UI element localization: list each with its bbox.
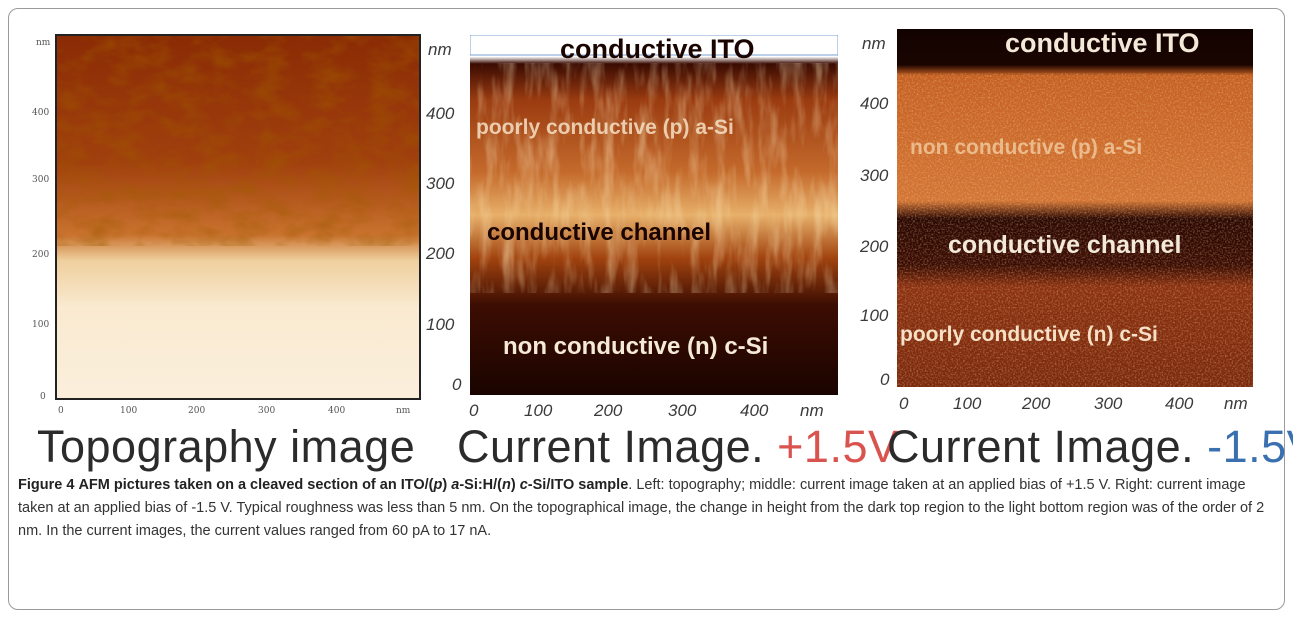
- current-negative-label: Current Image. -1.5V: [887, 421, 1293, 473]
- current-negative-label-prefix: Current Image.: [887, 421, 1208, 472]
- caption-figure-label: Figure 4: [18, 477, 75, 493]
- caption-title-p: p: [433, 477, 443, 493]
- caption-title-part4: ): [510, 477, 520, 493]
- pos-region-n-layer: non conductive (n) c-Si: [503, 333, 769, 360]
- figure-caption: Figure 4 AFM pictures taken on a cleaved…: [18, 474, 1273, 543]
- pos-y-tick-0: 0: [452, 375, 462, 394]
- pos-x-tick-nm: nm: [800, 401, 824, 420]
- neg-y-tick-nm: nm: [862, 34, 886, 53]
- pos-x-tick-100: 100: [524, 401, 553, 420]
- caption-title-part3: -Si:H/(: [459, 477, 502, 493]
- topo-x-tick-300: 300: [258, 406, 276, 416]
- caption-title-c: c: [519, 477, 528, 493]
- pos-region-p-layer: poorly conductive (p) a-Si: [476, 116, 734, 139]
- caption-title-part1: AFM pictures taken on a cleaved section …: [78, 477, 434, 493]
- neg-x-tick-nm: nm: [1224, 394, 1248, 413]
- pos-y-tick-200: 200: [426, 244, 455, 263]
- pos-x-tick-200: 200: [594, 401, 623, 420]
- pos-y-tick-400: 400: [426, 104, 455, 123]
- pos-region-channel: conductive channel: [487, 219, 712, 246]
- neg-x-tick-400: 400: [1165, 394, 1194, 413]
- topo-x-tick-100: 100: [120, 406, 138, 416]
- neg-x-tick-0: 0: [899, 394, 909, 413]
- pos-x-tick-400: 400: [740, 401, 769, 420]
- neg-region-n-layer: poorly conductive (n) c-Si: [900, 323, 1158, 346]
- neg-x-tick-200: 200: [1022, 394, 1051, 413]
- neg-x-tick-100: 100: [953, 394, 982, 413]
- topo-x-tick-200: 200: [188, 406, 206, 416]
- caption-title: AFM pictures taken on a cleaved section …: [78, 477, 628, 493]
- neg-y-tick-300: 300: [860, 166, 889, 185]
- caption-title-part5: -Si/ITO sample: [527, 477, 629, 493]
- pos-y-tick-100: 100: [426, 315, 455, 334]
- neg-x-tick-300: 300: [1094, 394, 1123, 413]
- neg-y-tick-200: 200: [860, 237, 889, 256]
- topo-y-tick-0: 0: [40, 392, 46, 402]
- topo-x-tick-0: 0: [58, 406, 64, 416]
- current-image-negative: [897, 29, 1253, 387]
- caption-body: . Left: topography; middle: current imag…: [18, 477, 1265, 539]
- topo-y-tick-400: 400: [32, 108, 50, 118]
- topo-x-tick-nm: nm: [396, 406, 411, 416]
- neg-region-channel: conductive channel: [948, 231, 1182, 259]
- topography-image: [55, 34, 421, 400]
- neg-y-tick-100: 100: [860, 306, 889, 325]
- caption-title-a: a: [451, 477, 460, 493]
- topo-y-tick-100: 100: [32, 320, 50, 330]
- neg-region-ito: conductive ITO: [1005, 28, 1200, 58]
- pos-y-tick-300: 300: [426, 174, 455, 193]
- pos-y-tick-nm: nm: [428, 40, 452, 59]
- bias-negative: -1.5V: [1207, 421, 1293, 472]
- pos-x-tick-0: 0: [469, 401, 479, 420]
- current-image-positive: [470, 35, 838, 395]
- current-positive-label: Current Image. +1.5V: [457, 421, 899, 473]
- topo-y-tick-200: 200: [32, 250, 50, 260]
- caption-title-n: n: [502, 477, 511, 493]
- current-positive-label-prefix: Current Image.: [457, 421, 778, 472]
- topo-y-tick-nm: nm: [36, 38, 51, 48]
- neg-region-p-layer: non conductive (p) a-Si: [910, 136, 1143, 159]
- caption-title-part2: ): [442, 477, 452, 493]
- neg-y-tick-400: 400: [860, 94, 889, 113]
- topo-x-tick-400: 400: [328, 406, 346, 416]
- neg-y-tick-0: 0: [880, 370, 890, 389]
- topo-y-tick-300: 300: [32, 175, 50, 185]
- pos-x-tick-300: 300: [668, 401, 697, 420]
- bias-positive: +1.5V: [777, 421, 899, 472]
- pos-region-ito: conductive ITO: [560, 34, 755, 64]
- topography-label: Topography image: [37, 421, 416, 472]
